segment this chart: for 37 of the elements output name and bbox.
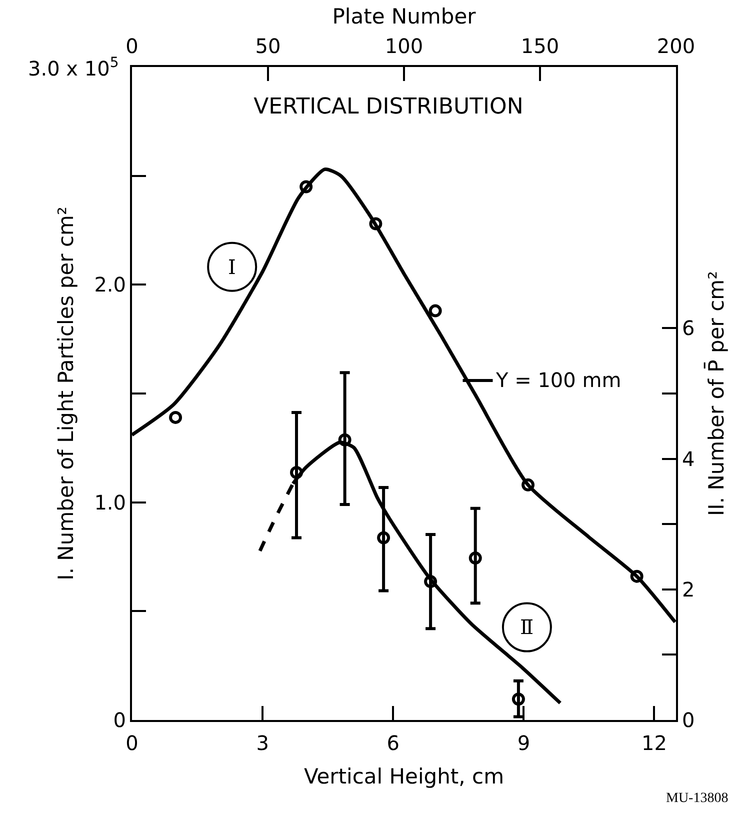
point bbox=[468, 552, 482, 565]
annotation: Ⅱ bbox=[520, 615, 534, 639]
x-tick-label: 3 bbox=[256, 731, 269, 755]
point bbox=[169, 410, 182, 424]
text: MU-13808 bbox=[666, 791, 728, 806]
y-tick-label: 0 bbox=[113, 708, 126, 732]
point bbox=[630, 570, 644, 583]
point bbox=[300, 180, 313, 194]
annotation: Y = 100 mm bbox=[495, 368, 622, 392]
point bbox=[290, 466, 304, 480]
y2-tick-label: 6 bbox=[682, 316, 695, 340]
x-tick-label: 12 bbox=[642, 731, 667, 755]
y-axis-title: I. Number of Light Particles per cm² bbox=[54, 206, 78, 580]
point bbox=[428, 304, 442, 318]
x2-tick-label: 200 bbox=[656, 34, 696, 58]
x-axis-title: Vertical Height, cm bbox=[304, 764, 504, 789]
y2-axis-title: II. Number of P̄ per cm² bbox=[704, 270, 728, 516]
y2-tick-label: 4 bbox=[682, 446, 695, 471]
point bbox=[522, 478, 535, 492]
text: VERTICAL DISTRIBUTION bbox=[254, 94, 524, 120]
point bbox=[377, 531, 390, 544]
point bbox=[338, 433, 352, 446]
y-tick-label: 2.0 bbox=[94, 272, 126, 297]
x2-tick-label: 50 bbox=[255, 34, 281, 58]
annotation: Ⅰ bbox=[228, 255, 236, 279]
y2-tick-label: 0 bbox=[682, 708, 695, 732]
x2-axis-title: Plate Number bbox=[332, 4, 476, 29]
y-tick-label: 1.0 bbox=[94, 490, 126, 514]
x-tick-label: 9 bbox=[517, 731, 530, 755]
x2-tick-label: 150 bbox=[520, 34, 560, 58]
text: 3.0 x 10$^{5}$ bbox=[28, 55, 119, 80]
point bbox=[369, 217, 382, 230]
point bbox=[424, 575, 438, 588]
x-tick-label: 6 bbox=[386, 731, 400, 755]
point bbox=[512, 692, 525, 706]
x2-tick-label: 100 bbox=[384, 34, 424, 58]
y2-tick-label: 2 bbox=[682, 577, 695, 602]
